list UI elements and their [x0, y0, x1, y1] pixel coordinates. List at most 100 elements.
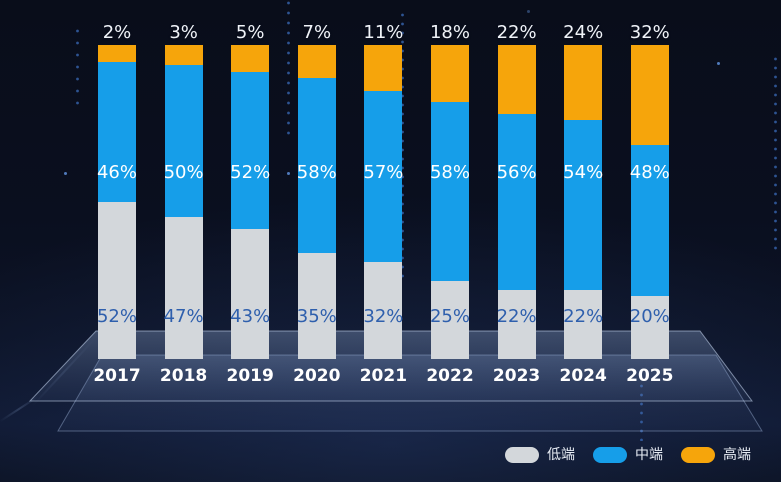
bar-segment-high: [497, 45, 536, 115]
sparkle-dot: [717, 62, 720, 65]
segment-label-mid: 54%: [563, 162, 604, 183]
bar-segment-mid: [497, 114, 536, 290]
bar-segment-mid: [431, 101, 469, 282]
dot-column: [774, 56, 777, 254]
segment-label-low: 52%: [96, 306, 137, 327]
sparkle-dot: [527, 10, 530, 13]
bar-segment-high: [431, 45, 469, 102]
bar-stack: [164, 45, 203, 359]
bar-segment-mid: [364, 90, 403, 263]
bar-segment-low: [297, 253, 336, 359]
legend-item-mid: 中端: [593, 446, 663, 464]
segment-label-low: 43%: [230, 306, 271, 327]
bar-segment-mid: [297, 77, 336, 254]
segment-label-low: 32%: [363, 306, 404, 327]
bar-column-2020: 7% 58% 35% 2020: [293, 0, 340, 482]
sparkle-dot: [64, 172, 67, 175]
bar-top-label: 7%: [302, 22, 332, 43]
bar-segment-high: [564, 45, 603, 121]
bar-stack: [231, 45, 270, 359]
bar-segment-low: [431, 281, 469, 359]
bar-stack: [431, 45, 469, 359]
legend-item-low: 低端: [505, 446, 575, 464]
bar-top-label: 22%: [496, 22, 537, 43]
bar-segment-mid: [164, 65, 203, 217]
bar-column-2018: 3% 50% 47% 2018: [160, 0, 207, 482]
legend-swatch-high: [681, 447, 715, 463]
sparkle-dot: [287, 172, 290, 175]
bar-top-label: 11%: [363, 22, 404, 43]
bar-segment-low: [164, 216, 203, 359]
bar-stack: [297, 45, 336, 359]
segment-label-mid: 58%: [296, 162, 337, 183]
segment-label-low: 47%: [163, 306, 204, 327]
bar-top-label: 24%: [563, 22, 604, 43]
dot-column: [401, 12, 404, 282]
bar-segment-high: [164, 45, 203, 66]
bar-segment-low: [98, 201, 136, 359]
category-label: 2023: [492, 366, 541, 386]
bar-column-2024: 24% 54% 22% 2024: [560, 0, 607, 482]
bar-column-2019: 5% 52% 43% 2019: [227, 0, 274, 482]
bar-stack: [98, 45, 136, 359]
bar-segment-low: [231, 228, 270, 359]
segment-label-mid: 52%: [230, 162, 271, 183]
legend-swatch-mid: [593, 447, 627, 463]
bar-column-2021: 11% 57% 32% 2021: [360, 0, 407, 482]
legend: 低端 中端 高端: [505, 446, 769, 464]
bar-stack: [630, 45, 669, 359]
bar-segment-high: [364, 45, 403, 91]
bar-top-label: 18%: [429, 22, 470, 43]
bar-top-label: 5%: [235, 22, 265, 43]
bar-segment-mid: [564, 120, 603, 290]
category-label: 2018: [159, 366, 208, 386]
category-label: 2020: [293, 366, 341, 386]
bar-stack: [364, 45, 403, 359]
bar-segment-high: [630, 45, 669, 146]
segment-label-mid: 56%: [496, 162, 537, 183]
bar-column-2022: 18% 58% 25% 2022: [426, 0, 473, 482]
bar-segment-low: [630, 296, 669, 359]
category-label: 2025: [626, 366, 674, 386]
segment-label-mid: 58%: [429, 162, 470, 183]
legend-swatch-low: [505, 447, 539, 463]
bar-segment-low: [497, 289, 536, 359]
bar-segment-high: [231, 45, 270, 72]
segment-label-low: 35%: [296, 306, 337, 327]
bar-stack: [564, 45, 603, 359]
segment-label-low: 22%: [563, 306, 604, 327]
bar-top-label: 3%: [169, 22, 198, 43]
bar-segment-mid: [630, 145, 669, 297]
segment-label-low: 25%: [429, 306, 470, 327]
category-label: 2017: [93, 366, 141, 386]
segment-label-mid: 48%: [629, 162, 670, 183]
segment-label-low: 22%: [496, 306, 537, 327]
category-label: 2022: [426, 366, 474, 386]
bar-segment-low: [564, 289, 603, 359]
bar-top-label: 2%: [102, 22, 132, 43]
bar-segment-high: [297, 45, 336, 78]
bar-segment-low: [364, 262, 403, 359]
bar-column-2017: 2% 46% 52% 2017: [93, 0, 140, 482]
bar-segment-high: [98, 45, 136, 63]
category-label: 2024: [559, 366, 607, 386]
segment-label-mid: 50%: [163, 162, 204, 183]
segment-label-low: 20%: [629, 306, 670, 327]
dot-column: [287, 0, 290, 138]
category-label: 2021: [359, 366, 408, 386]
legend-item-high: 高端: [681, 446, 751, 464]
legend-label-high: 高端: [723, 447, 751, 463]
bar-stack: [497, 45, 536, 359]
legend-label-mid: 中端: [635, 447, 663, 463]
category-label: 2019: [226, 366, 274, 386]
dot-column: [76, 28, 79, 110]
legend-label-low: 低端: [547, 447, 575, 463]
bar-column-2025: 32% 48% 20% 2025: [626, 0, 673, 482]
segment-label-mid: 57%: [363, 162, 404, 183]
bar-top-label: 32%: [629, 22, 670, 43]
segment-label-mid: 46%: [96, 162, 137, 183]
bar-column-2023: 22% 56% 22% 2023: [493, 0, 540, 482]
bar-segment-mid: [231, 71, 270, 229]
